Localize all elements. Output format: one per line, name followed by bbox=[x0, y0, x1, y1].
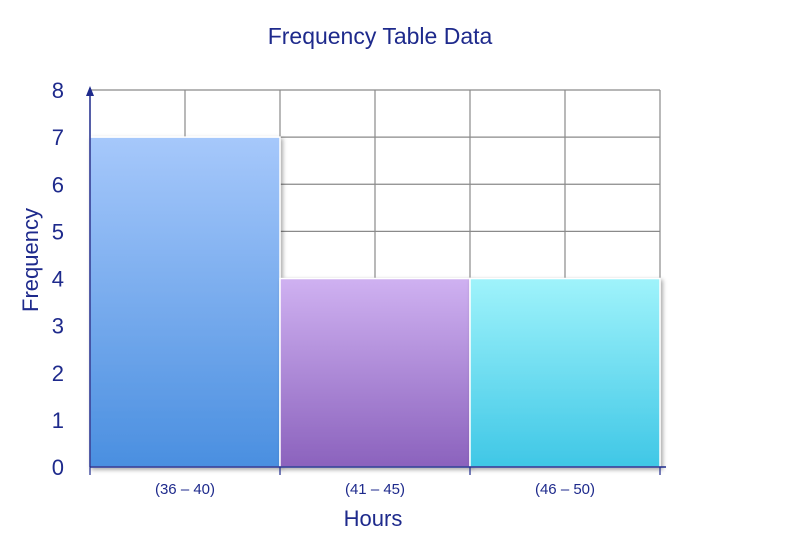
y-tick-label: 1 bbox=[52, 408, 64, 433]
y-tick-label: 6 bbox=[52, 172, 64, 197]
y-axis-title: Frequency bbox=[18, 208, 43, 312]
chart-title: Frequency Table Data bbox=[268, 23, 493, 49]
x-tick-label: (41 – 45) bbox=[345, 481, 405, 498]
x-axis-title: Hours bbox=[344, 506, 403, 531]
y-axis-arrow-icon bbox=[86, 86, 94, 96]
bar-2 bbox=[279, 277, 471, 468]
bar-3 bbox=[469, 277, 661, 468]
labels: Frequency Table Data Hours Frequency 0 1 2… bbox=[18, 23, 595, 531]
bars bbox=[89, 136, 661, 468]
y-tick-label: 4 bbox=[52, 267, 64, 292]
y-tick-label: 7 bbox=[52, 125, 64, 150]
y-tick-label: 2 bbox=[52, 361, 64, 386]
x-tick-label: (36 – 40) bbox=[155, 481, 215, 498]
y-tick-label: 3 bbox=[52, 314, 64, 339]
y-tick-label: 8 bbox=[52, 78, 64, 103]
y-tick-label: 5 bbox=[52, 219, 64, 244]
axes bbox=[86, 86, 666, 475]
bar-1 bbox=[89, 136, 281, 468]
y-tick-label: 0 bbox=[52, 455, 64, 480]
x-tick-label: (46 – 50) bbox=[535, 481, 595, 498]
